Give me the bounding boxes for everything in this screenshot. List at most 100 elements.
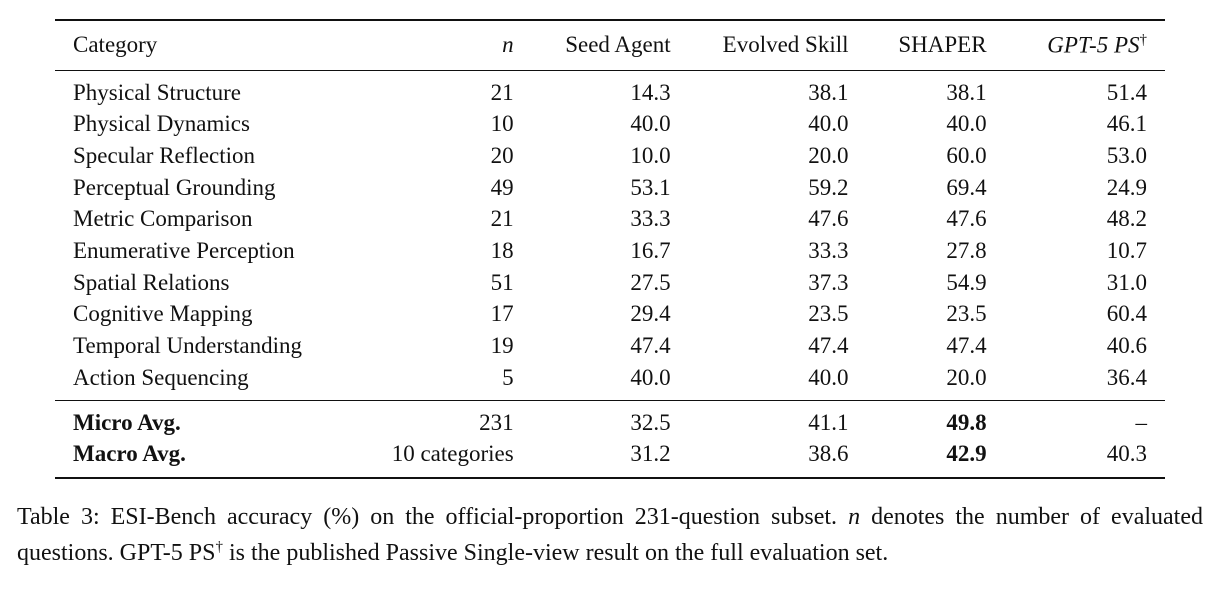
table-caption: Table 3: ESI-Bench accuracy (%) on the o… — [17, 502, 1203, 568]
cell-category: Physical Dynamics — [73, 111, 250, 137]
cell-gpt5-ps: 24.9 — [1106, 174, 1147, 200]
cell-shaper: 69.4 — [946, 174, 987, 200]
cell-seed-agent: 31.2 — [630, 441, 671, 467]
cell-gpt5-ps: 31.0 — [1106, 269, 1147, 295]
cell-n: 49 — [490, 174, 514, 200]
cell-gpt5-ps: 36.4 — [1106, 364, 1147, 390]
table-row: Macro Avg. 10 categories 31.2 38.6 42.9 40.3 — [55, 439, 1165, 478]
cell-category: Macro Avg. — [73, 441, 186, 467]
cell-shaper: 60.0 — [946, 143, 987, 168]
cell-evolved-skill: 47.6 — [808, 206, 849, 232]
table-row: Perceptual Grounding 49 53.1 59.2 69.4 24.9 — [55, 172, 1165, 204]
cell-seed-agent: 40.0 — [630, 364, 671, 390]
table-row: Specular Reflection 20 10.0 20.0 60.0 53.0 — [55, 140, 1165, 172]
cell-shaper: 38.1 — [946, 79, 987, 105]
table-header: Category n Seed Agent Evolved Skill SHAP… — [55, 20, 1165, 71]
cell-gpt5-ps: 40.6 — [1106, 333, 1147, 359]
cell-seed-agent: 40.0 — [630, 111, 671, 137]
cell-shaper: 40.0 — [946, 111, 987, 137]
cell-category: Specular Reflection — [73, 143, 256, 168]
cell-gpt5-ps: 51.4 — [1106, 79, 1147, 105]
cell-evolved-skill: 37.3 — [808, 269, 849, 295]
table-row: Enumerative Perception 18 16.7 33.3 27.8 10.7 — [55, 235, 1165, 267]
cell-category: Action Sequencing — [73, 364, 249, 390]
table-body: Physical Structure 21 14.3 38.1 38.1 51.4 Phys… — [55, 71, 1165, 401]
cell-evolved-skill: 38.6 — [808, 441, 849, 467]
cell-seed-agent: 53.1 — [630, 174, 671, 200]
cell-shaper: 20.0 — [946, 364, 987, 390]
cell-seed-agent: 14.3 — [630, 79, 671, 105]
cell-category: Physical Structure — [73, 79, 241, 105]
cell-shaper: 27.8 — [946, 238, 987, 264]
header-gpt5-ps: GPT-5 PS† — [986, 20, 1165, 71]
header-dagger-mark: † — [1139, 31, 1148, 48]
cell-n: 10 — [490, 111, 514, 137]
header-category: Category — [55, 20, 366, 71]
cell-category: Metric Comparison — [73, 206, 253, 232]
cell-evolved-skill: 38.1 — [808, 79, 849, 105]
cell-seed-agent: 29.4 — [630, 301, 671, 327]
cell-shaper: 49.8 — [848, 399, 987, 439]
cell-gpt5-ps: – — [986, 399, 1165, 439]
table-row: Physical Dynamics 10 40.0 40.0 40.0 46.1 — [55, 109, 1165, 141]
cell-evolved-skill: 23.5 — [808, 301, 849, 327]
cell-n: 21 — [490, 79, 514, 105]
cell-evolved-skill: 33.3 — [808, 238, 849, 264]
table-row: Metric Comparison 21 33.3 47.6 47.6 48.2 — [55, 204, 1165, 236]
cell-category: Spatial Relations — [73, 269, 230, 295]
cell-gpt5-ps: 46.1 — [1106, 111, 1147, 137]
cell-n: 21 — [490, 206, 514, 232]
table-row: Cognitive Mapping 17 29.4 23.5 23.5 60.4 — [55, 299, 1165, 331]
header-n: n — [365, 20, 514, 71]
table-row: Spatial Relations 51 27.5 37.3 54.9 31.0 — [55, 267, 1165, 299]
cell-seed-agent: 47.4 — [630, 333, 671, 359]
cell-shaper: 47.4 — [946, 333, 987, 359]
cell-shaper: 42.9 — [946, 441, 987, 467]
cell-evolved-skill: 59.2 — [808, 174, 849, 200]
header-gpt5-ps-label: GPT-5 PS — [1047, 32, 1140, 58]
caption-part1: Table 3: ESI-Bench accuracy (%) on the o… — [17, 504, 849, 530]
cell-category: Cognitive Mapping — [73, 301, 253, 327]
cell-gpt5-ps: 10.7 — [1106, 238, 1147, 264]
cell-seed-agent: 16.7 — [630, 238, 671, 264]
cell-evolved-skill: 20.0 — [808, 143, 849, 168]
table-summary: Micro Avg. 231 32.5 41.1 49.8– Macro Avg. 10 c… — [55, 399, 1165, 478]
results-table-container: Category n Seed Agent Evolved Skill SHAP… — [55, 19, 1165, 479]
caption-part2: denotes the number of evaluated question… — [17, 504, 1203, 566]
cell-gpt5-ps: 40.3 — [1106, 441, 1147, 467]
cell-shaper: 47.6 — [946, 206, 987, 232]
cell-gpt5-ps: 48.2 — [1106, 206, 1147, 232]
table-row: Micro Avg. 231 32.5 41.1 49.8– — [55, 399, 1165, 439]
cell-n: 5 — [502, 364, 514, 390]
cell-category: Enumerative Perception — [73, 238, 295, 264]
cell-seed-agent: 10.0 — [630, 143, 671, 168]
table-row: Action Sequencing 5 40.0 40.0 20.0 36.4 — [55, 362, 1165, 400]
caption-dagger: † — [215, 539, 224, 555]
cell-n: 17 — [490, 301, 514, 327]
cell-seed-agent: 32.5 — [513, 399, 671, 439]
cell-evolved-skill: 40.0 — [808, 364, 849, 390]
header-shaper: SHAPER — [848, 20, 987, 71]
caption-n-symbol: n — [848, 504, 861, 530]
cell-n: 231 — [365, 399, 514, 439]
cell-shaper: 23.5 — [946, 301, 987, 327]
cell-seed-agent: 33.3 — [630, 206, 671, 232]
cell-gpt5-ps: 60.4 — [1106, 301, 1147, 327]
header-evolved-skill: Evolved Skill — [670, 20, 849, 71]
cell-evolved-skill: 41.1 — [670, 399, 849, 439]
header-seed-agent: Seed Agent — [513, 20, 671, 71]
cell-category: Perceptual Grounding — [73, 174, 276, 200]
cell-n: 51 — [490, 269, 514, 295]
cell-n: 20 — [490, 143, 514, 168]
table-row: Temporal Understanding 19 47.4 47.4 47.4 40.6 — [55, 331, 1165, 363]
cell-n: 18 — [490, 238, 514, 264]
cell-gpt5-ps: 53.0 — [1106, 143, 1147, 168]
cell-category: Micro Avg. — [55, 399, 366, 439]
caption-part3: is the published Passive Single-view res… — [223, 540, 889, 566]
cell-category: Temporal Understanding — [73, 333, 302, 359]
cell-n: 19 — [490, 333, 514, 359]
cell-seed-agent: 27.5 — [630, 269, 671, 295]
table-row: Physical Structure 21 14.3 38.1 38.1 51.4 — [55, 71, 1165, 109]
header-row: Category n Seed Agent Evolved Skill SHAP… — [55, 20, 1165, 71]
cell-shaper: 54.9 — [946, 269, 987, 295]
